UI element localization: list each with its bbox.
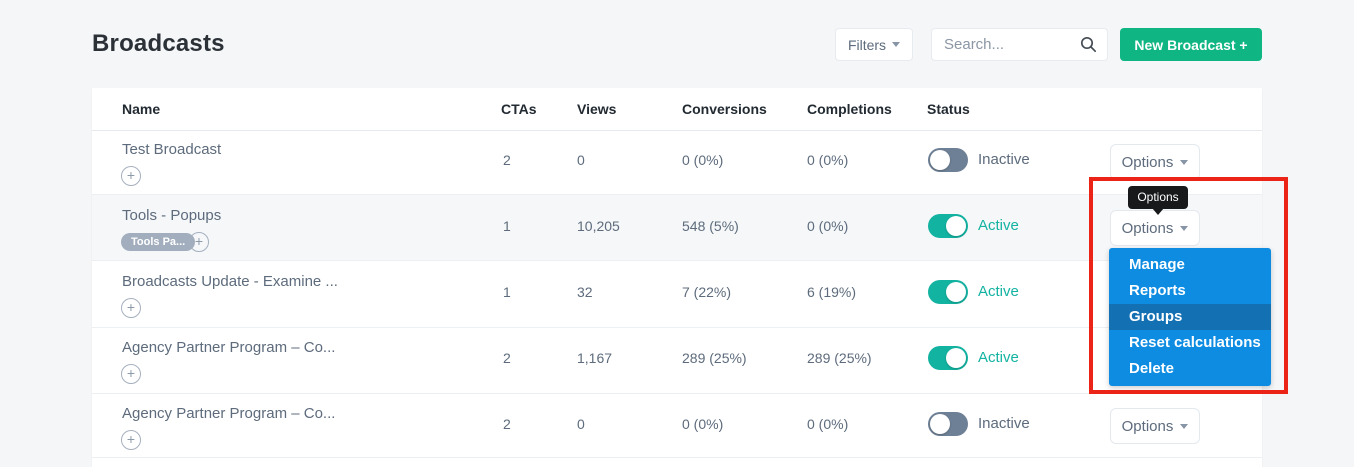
header-divider [92,130,1262,131]
search-input[interactable] [932,29,1084,60]
ctas-value: 2 [503,416,511,432]
options-button[interactable]: Options [1110,144,1200,180]
views-value: 0 [577,152,585,168]
status-toggle[interactable] [928,214,968,238]
broadcast-name-link[interactable]: Agency Partner Program – Co... [122,339,336,356]
add-group-icon[interactable] [121,364,141,384]
chevron-down-icon [1180,159,1189,165]
column-header-conversions: Conversions [682,101,767,117]
column-header-views: Views [577,101,617,117]
toggle-knob [946,216,966,236]
new-broadcast-button[interactable]: New Broadcast + [1120,28,1262,61]
ctas-value: 2 [503,350,511,366]
menu-item-groups[interactable]: Groups [1109,304,1271,330]
row-divider [92,393,1262,394]
add-group-icon[interactable] [121,298,141,318]
status-label: Active [978,283,1019,300]
conversions-value: 0 (0%) [682,416,724,432]
chevron-down-icon [1180,225,1189,231]
chevron-down-icon [1180,423,1189,429]
add-group-icon[interactable] [189,232,209,252]
options-button-label: Options [1121,153,1174,171]
completions-value: 0 (0%) [807,152,849,168]
options-dropdown-menu: Manage Reports Groups Reset calculations… [1109,248,1271,386]
conversions-value: 548 (5%) [682,218,739,234]
conversions-value: 7 (22%) [682,284,732,300]
status-label: Inactive [978,151,1030,168]
status-label: Inactive [978,415,1030,432]
row-divider [92,260,1262,261]
broadcasts-table-card [92,88,1262,467]
column-header-name: Name [122,101,161,117]
filters-button-label: Filters [847,36,887,53]
status-toggle[interactable] [928,148,968,172]
completions-value: 289 (25%) [807,350,872,366]
column-header-ctas: CTAs [501,101,537,117]
ctas-value: 1 [503,284,511,300]
broadcast-name-link[interactable]: Test Broadcast [122,141,222,158]
options-button-open[interactable]: Options [1110,210,1200,246]
views-value: 0 [577,416,585,432]
broadcast-name-link[interactable]: Broadcasts Update - Examine ... [122,273,338,290]
status-label: Active [978,349,1019,366]
options-tooltip: Options [1128,186,1188,209]
toggle-knob [946,348,966,368]
row-divider [92,457,1262,458]
completions-value: 6 (19%) [807,284,857,300]
menu-item-delete[interactable]: Delete [1129,360,1175,377]
tooltip-arrow [1152,208,1164,215]
options-button[interactable]: Options [1110,408,1200,444]
completions-value: 0 (0%) [807,416,849,432]
options-button-label: Options [1121,219,1174,237]
column-header-completions: Completions [807,101,892,117]
hovered-row-highlight [92,195,1262,261]
row-divider [92,327,1262,328]
filters-button[interactable]: Filters [835,28,913,61]
toggle-knob [946,282,966,302]
toggle-knob [930,150,950,170]
page-title: Broadcasts [92,30,225,57]
toggle-knob [930,414,950,434]
menu-item-reports[interactable]: Reports [1129,282,1186,299]
row-divider [92,194,1262,195]
status-toggle[interactable] [928,346,968,370]
add-group-icon[interactable] [121,430,141,450]
column-header-status: Status [927,101,970,117]
broadcast-name-link[interactable]: Tools - Popups [122,207,222,224]
broadcast-name-link[interactable]: Agency Partner Program – Co... [122,405,336,422]
completions-value: 0 (0%) [807,218,849,234]
menu-item-manage[interactable]: Manage [1129,256,1185,273]
conversions-value: 0 (0%) [682,152,724,168]
status-toggle[interactable] [928,412,968,436]
chevron-down-icon [892,42,901,47]
ctas-value: 2 [503,152,511,168]
menu-item-reset-calculations[interactable]: Reset calculations [1129,334,1261,351]
views-value: 1,167 [577,350,613,366]
views-value: 10,205 [577,218,620,234]
status-toggle[interactable] [928,280,968,304]
search-box [931,28,1108,61]
group-badge: Tools Pa... [121,233,196,251]
views-value: 32 [577,284,593,300]
ctas-value: 1 [503,218,511,234]
conversions-value: 289 (25%) [682,350,747,366]
search-icon[interactable] [1080,36,1097,58]
add-group-icon[interactable] [121,166,141,186]
options-button-label: Options [1121,417,1174,435]
status-label: Active [978,217,1019,234]
